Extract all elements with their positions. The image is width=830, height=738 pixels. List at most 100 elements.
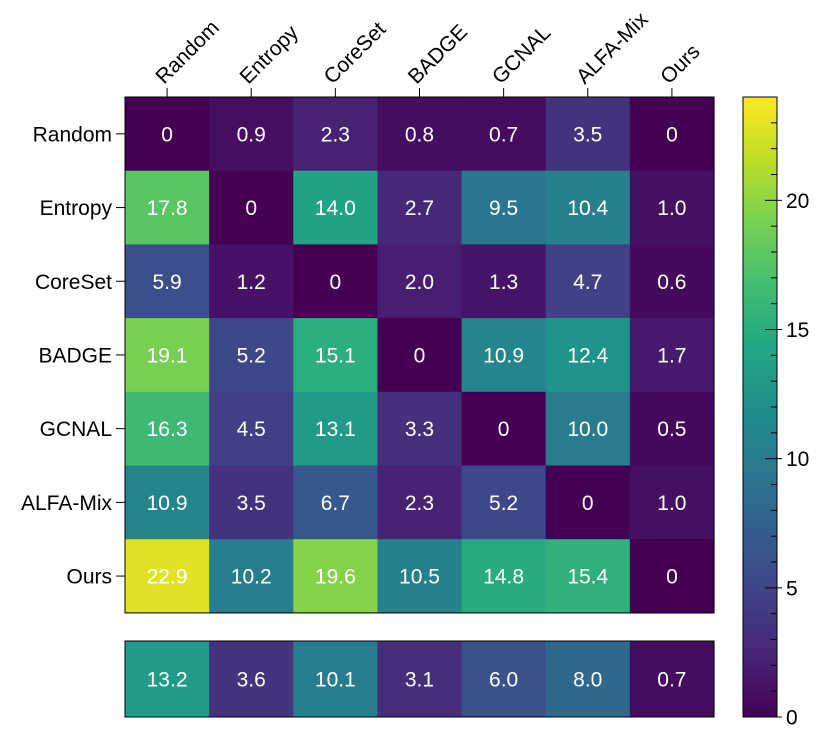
column-label-alfa-mix: ALFA-Mix xyxy=(572,8,653,89)
row-label-gcnal: GCNAL xyxy=(40,418,112,441)
heatmap-cell-entropy-coreset xyxy=(293,170,379,245)
heatmap-cell-coreset-entropy xyxy=(209,244,294,319)
heatmap-cell-badge-ours xyxy=(629,318,715,393)
cell-value-label: 5.9 xyxy=(152,271,181,294)
column-label-coreset: CoreSet xyxy=(320,18,391,89)
cell-value-label: 19.1 xyxy=(147,344,188,367)
row-label-entropy: Entropy xyxy=(40,197,113,220)
cell-value-label: 4.5 xyxy=(237,418,266,441)
colorbar-tick-label: 10 xyxy=(786,448,809,471)
row-label-coreset: CoreSet xyxy=(35,271,112,294)
heatmap-cell-ours-badge xyxy=(377,539,463,614)
heatmap-cell-gcnal-alfa-mix xyxy=(545,391,631,467)
cell-value-label: 0 xyxy=(330,271,342,294)
heatmap-cell-entropy-random xyxy=(125,170,210,245)
heatmap-border xyxy=(124,96,715,614)
heatmap-cell-random-ours xyxy=(629,97,715,172)
cell-value-label: 10.2 xyxy=(231,566,272,589)
heatmap-cell-ours-coreset xyxy=(293,539,379,614)
heatmap-cell-gcnal-coreset xyxy=(293,391,379,467)
heatmap-cell-entropy-gcnal xyxy=(461,170,547,245)
cell-value-label: 4.7 xyxy=(573,271,602,294)
cell-value-label: 10.5 xyxy=(399,566,440,589)
colorbar-tick-label: 0 xyxy=(786,707,798,730)
heatmap-cell-coreset-random xyxy=(125,244,210,319)
heatmap-cell-entropy-entropy xyxy=(209,170,294,245)
cell-value-label: 0 xyxy=(666,566,678,589)
summary-cell-badge xyxy=(377,641,463,717)
row-label-ours: Ours xyxy=(66,566,112,589)
summary-cell-gcnal xyxy=(461,641,547,717)
heatmap-cell-ours-ours xyxy=(629,539,715,614)
cell-value-label: 2.0 xyxy=(405,271,434,294)
cell-value-label: 0.8 xyxy=(405,123,434,146)
cell-value-label: 1.2 xyxy=(237,271,266,294)
summary-value-label: 0.7 xyxy=(657,669,686,692)
column-label-random: Random xyxy=(151,16,223,88)
cell-value-label: 3.5 xyxy=(573,123,602,146)
column-label-ours: Ours xyxy=(656,40,704,88)
summary-border xyxy=(124,640,715,718)
heatmap-cell-random-badge xyxy=(377,97,463,172)
summary-cell-coreset xyxy=(293,641,379,717)
heatmap-cell-entropy-badge xyxy=(377,170,463,245)
summary-value-label: 10.1 xyxy=(315,669,356,692)
heatmap-cell-alfa-mix-alfa-mix xyxy=(545,465,631,540)
cell-value-label: 1.0 xyxy=(657,492,686,515)
heatmap-cell-random-alfa-mix xyxy=(545,97,631,172)
heatmap-cell-alfa-mix-ours xyxy=(629,465,715,540)
cell-value-label: 16.3 xyxy=(147,418,188,441)
heatmap-cell-badge-gcnal xyxy=(461,318,547,393)
cell-value-label: 17.8 xyxy=(147,197,188,220)
cell-value-label: 0 xyxy=(666,123,678,146)
summary-value-label: 3.6 xyxy=(237,669,266,692)
heatmap-cell-badge-entropy xyxy=(209,318,294,393)
colorbar-tick-label: 5 xyxy=(786,577,798,600)
summary-cell-entropy xyxy=(209,641,294,717)
row-label-alfa-mix: ALFA-Mix xyxy=(21,492,113,515)
heatmap-cell-coreset-ours xyxy=(629,244,715,319)
cell-value-label: 0 xyxy=(498,418,510,441)
heatmap-cell-ours-gcnal xyxy=(461,539,547,614)
cell-value-label: 14.0 xyxy=(315,197,356,220)
colorbar: 0 5 10 15 20 xyxy=(742,96,809,730)
cell-value-label: 10.9 xyxy=(147,492,188,515)
cell-value-label: 3.3 xyxy=(405,418,434,441)
heatmap-cell-gcnal-ours xyxy=(629,391,715,467)
cell-value-label: 14.8 xyxy=(483,566,524,589)
summary-cell-random xyxy=(125,641,210,717)
row-labels: Random Entropy CoreSet BADGE GCNAL ALFA-Mix Ou… xyxy=(21,123,125,589)
summary-value-label: 3.1 xyxy=(405,669,434,692)
summary-cell-alfa-mix xyxy=(545,641,631,717)
summary-value-label: 6.0 xyxy=(489,669,518,692)
cell-value-label: 2.3 xyxy=(321,123,350,146)
heatmap-cell-ours-random xyxy=(125,539,210,614)
heatmap-cell-coreset-alfa-mix xyxy=(545,244,631,319)
cell-value-label: 13.1 xyxy=(315,418,356,441)
heatmap-cell-random-coreset xyxy=(293,97,379,172)
cell-value-label: 0.7 xyxy=(489,123,518,146)
heatmap-cell-coreset-badge xyxy=(377,244,463,319)
row-label-random: Random xyxy=(33,123,112,146)
cell-value-label: 22.9 xyxy=(147,566,188,589)
heatmap-cell-alfa-mix-badge xyxy=(377,465,463,540)
heatmap-cell-alfa-mix-entropy xyxy=(209,465,294,540)
cell-value-label: 5.2 xyxy=(237,344,266,367)
cell-value-label: 1.7 xyxy=(657,344,686,367)
heatmap-cell-badge-badge xyxy=(377,318,463,393)
cell-value-label: 1.3 xyxy=(489,271,518,294)
cell-value-label: 15.1 xyxy=(315,344,356,367)
cell-value-label: 9.5 xyxy=(489,197,518,220)
cell-value-label: 15.4 xyxy=(567,566,608,589)
heatmap-cell-badge-coreset xyxy=(293,318,379,393)
heatmap-cell-badge-random xyxy=(125,318,210,393)
cell-value-label: 1.0 xyxy=(657,197,686,220)
cell-value-label: 0 xyxy=(245,197,257,220)
row-label-badge: BADGE xyxy=(38,344,112,367)
heatmap-cell-random-entropy xyxy=(209,97,294,172)
cell-value-label: 2.3 xyxy=(405,492,434,515)
heatmap-cell-coreset-gcnal xyxy=(461,244,547,319)
heatmap-cell-entropy-ours xyxy=(629,170,715,245)
cell-value-label: 0 xyxy=(161,123,173,146)
heatmap-cell-ours-entropy xyxy=(209,539,294,614)
